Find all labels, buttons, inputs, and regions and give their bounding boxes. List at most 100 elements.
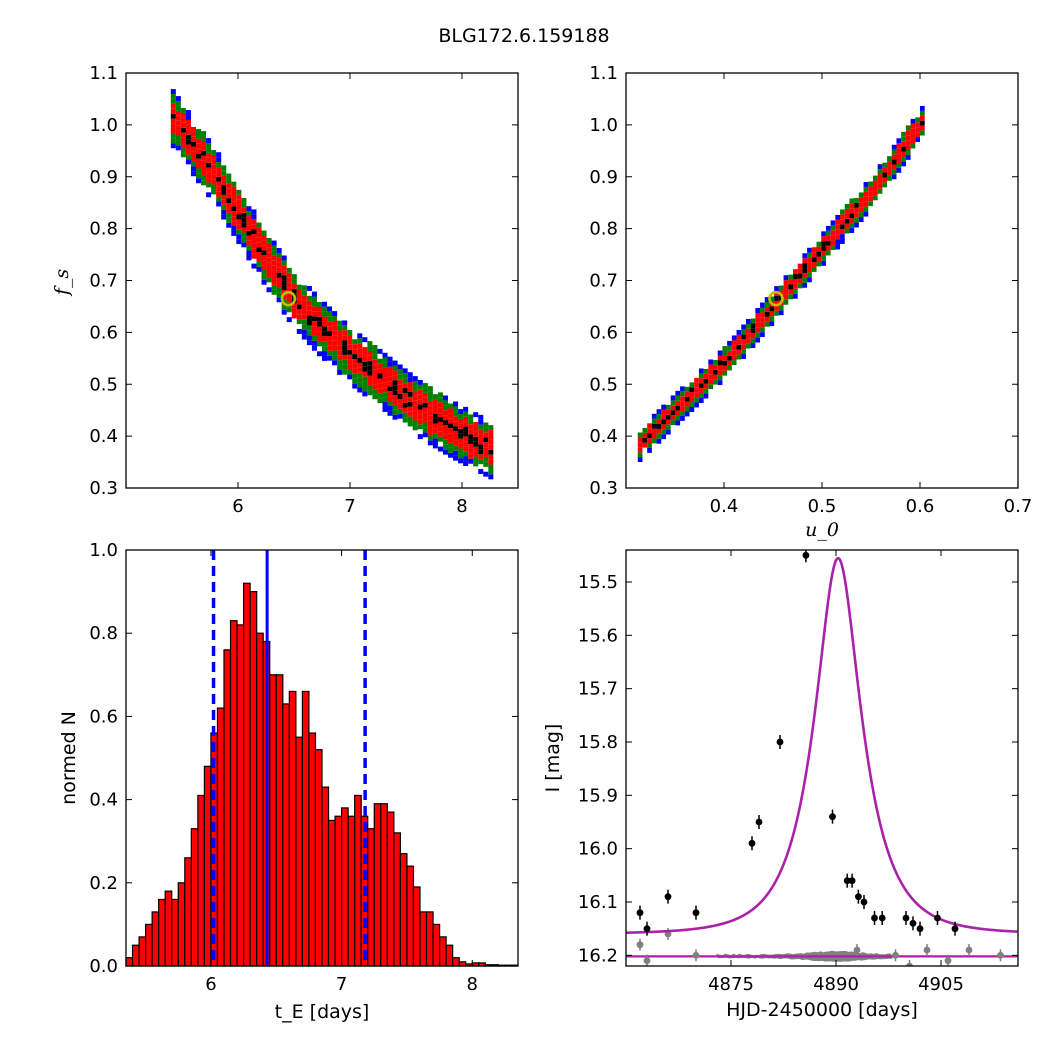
posterior-cell	[825, 240, 831, 246]
posterior-cell	[755, 327, 761, 333]
posterior-cell	[407, 377, 413, 383]
posterior-cell	[840, 239, 845, 244]
posterior-cell	[412, 400, 418, 406]
posterior-cell	[453, 411, 459, 417]
posterior-cell	[437, 417, 443, 422]
posterior-cell	[372, 374, 378, 380]
posterior-cell	[675, 395, 681, 401]
histogram-bar	[256, 632, 264, 967]
posterior-cell	[372, 344, 378, 350]
posterior-cell	[432, 443, 438, 449]
posterior-cell	[665, 424, 671, 430]
posterior-cell	[417, 419, 423, 425]
posterior-cell	[382, 362, 388, 368]
posterior-cell	[306, 285, 312, 291]
data-point	[951, 925, 959, 933]
posterior-cell	[407, 411, 413, 417]
posterior-cell	[392, 390, 398, 396]
posterior-cell	[453, 406, 459, 412]
posterior-cell	[397, 364, 403, 370]
posterior-cell	[206, 172, 212, 178]
posterior-cell	[201, 136, 207, 141]
posterior-cell	[703, 373, 709, 379]
posterior-cell	[387, 366, 393, 372]
histogram-bar	[452, 957, 460, 967]
posterior-cell	[877, 188, 883, 194]
posterior-cell	[256, 237, 262, 243]
posterior-cell	[488, 430, 494, 435]
posterior-cell	[713, 359, 718, 365]
y-tick-label: 0.8	[89, 623, 118, 644]
posterior-cell	[665, 414, 671, 420]
posterior-cell	[311, 301, 317, 307]
posterior-cell	[731, 355, 737, 361]
posterior-cell	[483, 427, 489, 433]
posterior-cell	[727, 365, 732, 371]
posterior-cell	[760, 327, 765, 333]
posterior-cell	[226, 198, 232, 204]
posterior-cell	[185, 144, 191, 150]
posterior-cell	[807, 277, 812, 283]
posterior-cell	[286, 272, 292, 278]
posterior-cell	[684, 396, 690, 402]
posterior-cell	[488, 459, 494, 465]
posterior-cell	[442, 395, 448, 401]
posterior-cell	[196, 133, 202, 139]
posterior-cell	[382, 397, 388, 403]
posterior-cell	[190, 151, 196, 157]
posterior-cell	[717, 375, 723, 381]
posterior-cell	[286, 277, 292, 283]
posterior-cell	[231, 201, 237, 207]
posterior-cell	[731, 340, 737, 346]
posterior-cell	[402, 412, 408, 418]
posterior-cell	[246, 211, 252, 217]
posterior-cell	[811, 247, 817, 253]
posterior-cell	[811, 262, 817, 267]
data-point	[776, 738, 784, 746]
posterior-cell	[241, 202, 247, 208]
imag-axis-label: I [mag]	[542, 724, 564, 793]
posterior-cell	[332, 311, 338, 317]
posterior-cell	[680, 406, 685, 412]
posterior-cell	[261, 274, 267, 280]
posterior-cell	[352, 354, 358, 360]
posterior-cell	[882, 182, 888, 188]
posterior-cell	[745, 319, 751, 324]
posterior-cell	[236, 239, 242, 245]
x-tick-label: 6	[205, 974, 216, 995]
posterior-cell	[311, 331, 317, 336]
posterior-cell	[296, 284, 302, 290]
posterior-cell	[661, 414, 666, 420]
posterior-cell	[342, 335, 348, 341]
posterior-cell	[241, 222, 247, 228]
posterior-cell	[736, 349, 742, 355]
posterior-cell	[802, 253, 808, 259]
posterior-cell	[241, 207, 247, 213]
data-point	[748, 839, 756, 847]
posterior-cell	[783, 275, 789, 281]
posterior-cell	[342, 354, 348, 360]
posterior-cell	[882, 162, 888, 168]
posterior-cell	[387, 356, 393, 362]
posterior-cell	[402, 383, 408, 389]
posterior-cell	[488, 469, 494, 475]
posterior-cell	[463, 406, 469, 412]
posterior-cell	[840, 214, 845, 220]
posterior-cell	[821, 255, 826, 261]
posterior-cell	[774, 305, 779, 311]
posterior-cell	[661, 409, 666, 415]
posterior-cell	[849, 223, 855, 229]
posterior-cell	[387, 410, 393, 416]
posterior-cell	[382, 352, 388, 358]
posterior-cell	[830, 225, 836, 231]
posterior-cell	[231, 216, 237, 222]
posterior-cell	[670, 415, 676, 421]
x-tick-label: 0.7	[1004, 496, 1033, 517]
posterior-cell	[316, 306, 322, 312]
posterior-cell	[792, 283, 798, 289]
posterior-cell	[402, 373, 408, 379]
posterior-cell	[698, 368, 704, 374]
posterior-cell	[844, 228, 850, 234]
posterior-cell	[849, 208, 855, 214]
posterior-cell	[357, 362, 363, 368]
